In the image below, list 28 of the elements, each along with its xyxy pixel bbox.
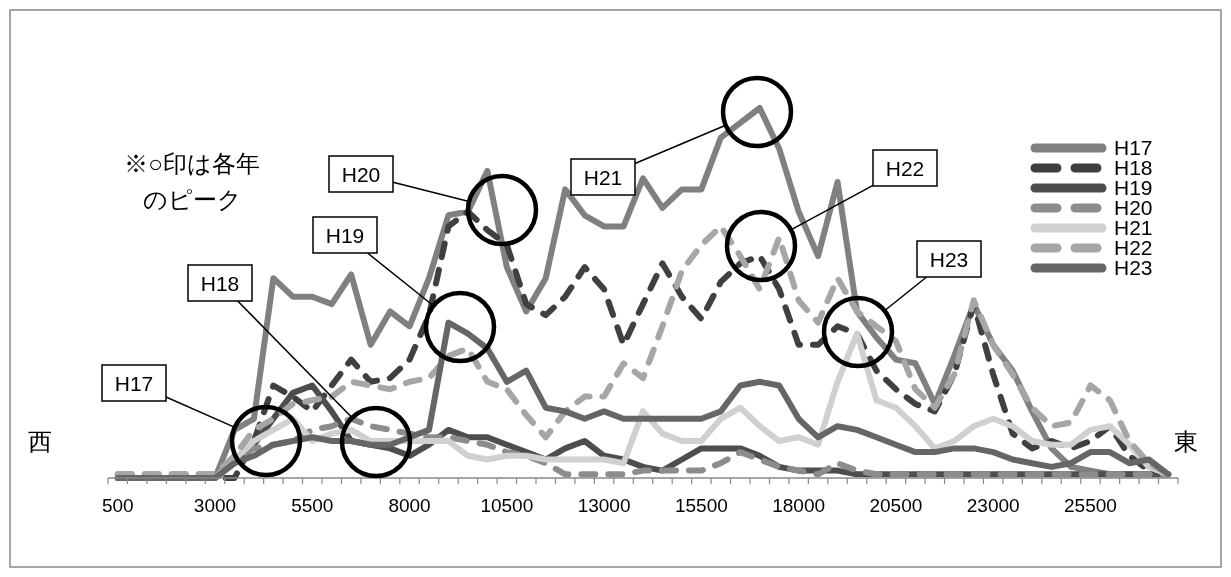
x-tick-label: 8000 — [388, 495, 431, 516]
legend-label: H17 — [1114, 136, 1153, 159]
legend-label: H19 — [1114, 176, 1153, 199]
x-tick-label: 18000 — [772, 495, 826, 516]
x-tick-label: 15500 — [674, 495, 728, 516]
x-tick-label: 10500 — [480, 495, 534, 516]
x-tick-label: 23000 — [966, 495, 1020, 516]
annotation: H18 — [200, 272, 240, 295]
annotation: H17 — [114, 372, 154, 395]
annotation: 東 — [1174, 429, 1198, 455]
legend-label: H23 — [1114, 256, 1153, 279]
legend-label: H20 — [1114, 196, 1153, 219]
x-tick-label: 3000 — [193, 495, 237, 516]
annotation: ※○印は各年のピーク — [124, 151, 260, 213]
annotation: H20 — [341, 163, 381, 186]
annotation: H19 — [325, 224, 365, 247]
x-tick-label: 20500 — [869, 495, 923, 516]
legend-label: H22 — [1114, 236, 1153, 259]
x-tick-label: 5500 — [291, 495, 334, 516]
text: 西 — [28, 429, 52, 455]
annotation: H22 — [885, 157, 925, 180]
x-tick-label: 500 — [101, 495, 134, 516]
x-tick-label: 25500 — [1064, 495, 1117, 516]
x-tick-label: 13000 — [577, 495, 631, 516]
legend-label: H21 — [1114, 216, 1153, 239]
annotation: H23 — [929, 248, 969, 271]
legend-label: H18 — [1114, 156, 1153, 179]
annotation: H21 — [583, 166, 623, 189]
